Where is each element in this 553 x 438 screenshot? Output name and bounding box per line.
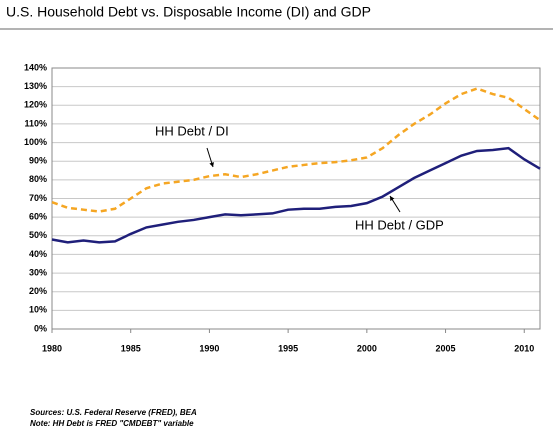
x-tick-label: 2005	[436, 343, 456, 353]
y-tick-label: 50%	[29, 230, 47, 240]
y-tick-label: 100%	[24, 137, 47, 147]
y-tick-label: 130%	[24, 81, 47, 91]
plot-frame	[51, 67, 541, 330]
series-line	[51, 146, 541, 244]
y-tick-label: 120%	[24, 100, 47, 110]
pointer-head	[390, 196, 395, 201]
x-tick-label: 2010	[514, 343, 534, 353]
x-tick-label: 1990	[199, 343, 219, 353]
y-tick-label: 80%	[29, 174, 47, 184]
y-tick-label: 30%	[29, 267, 47, 277]
y-tick-label: 20%	[29, 286, 47, 296]
y-tick-label: 40%	[29, 249, 47, 259]
chart-title: U.S. Household Debt vs. Disposable Incom…	[6, 4, 371, 20]
series-label: HH Debt / GDP	[355, 217, 444, 232]
y-tick-label: 60%	[29, 212, 47, 222]
x-tick-label: 1985	[121, 343, 141, 353]
source-note: Sources: U.S. Federal Reserve (FRED), BE…	[30, 408, 197, 417]
y-tick-label: 0%	[34, 323, 47, 333]
series-line	[51, 87, 541, 213]
series-label: HH Debt / DI	[155, 123, 229, 138]
x-tick-label: 1980	[42, 343, 62, 353]
pointer-head	[209, 162, 214, 167]
y-tick-label: 70%	[29, 193, 47, 203]
x-tick-label: 1995	[278, 343, 298, 353]
y-tick-label: 10%	[29, 305, 47, 315]
x-tick-label: 2000	[357, 343, 377, 353]
y-tick-label: 90%	[29, 156, 47, 166]
y-tick-label: 140%	[24, 62, 47, 72]
y-tick-label: 110%	[24, 118, 47, 128]
source-note: Note: HH Debt is FRED "CMDEBT" variable	[30, 419, 194, 428]
